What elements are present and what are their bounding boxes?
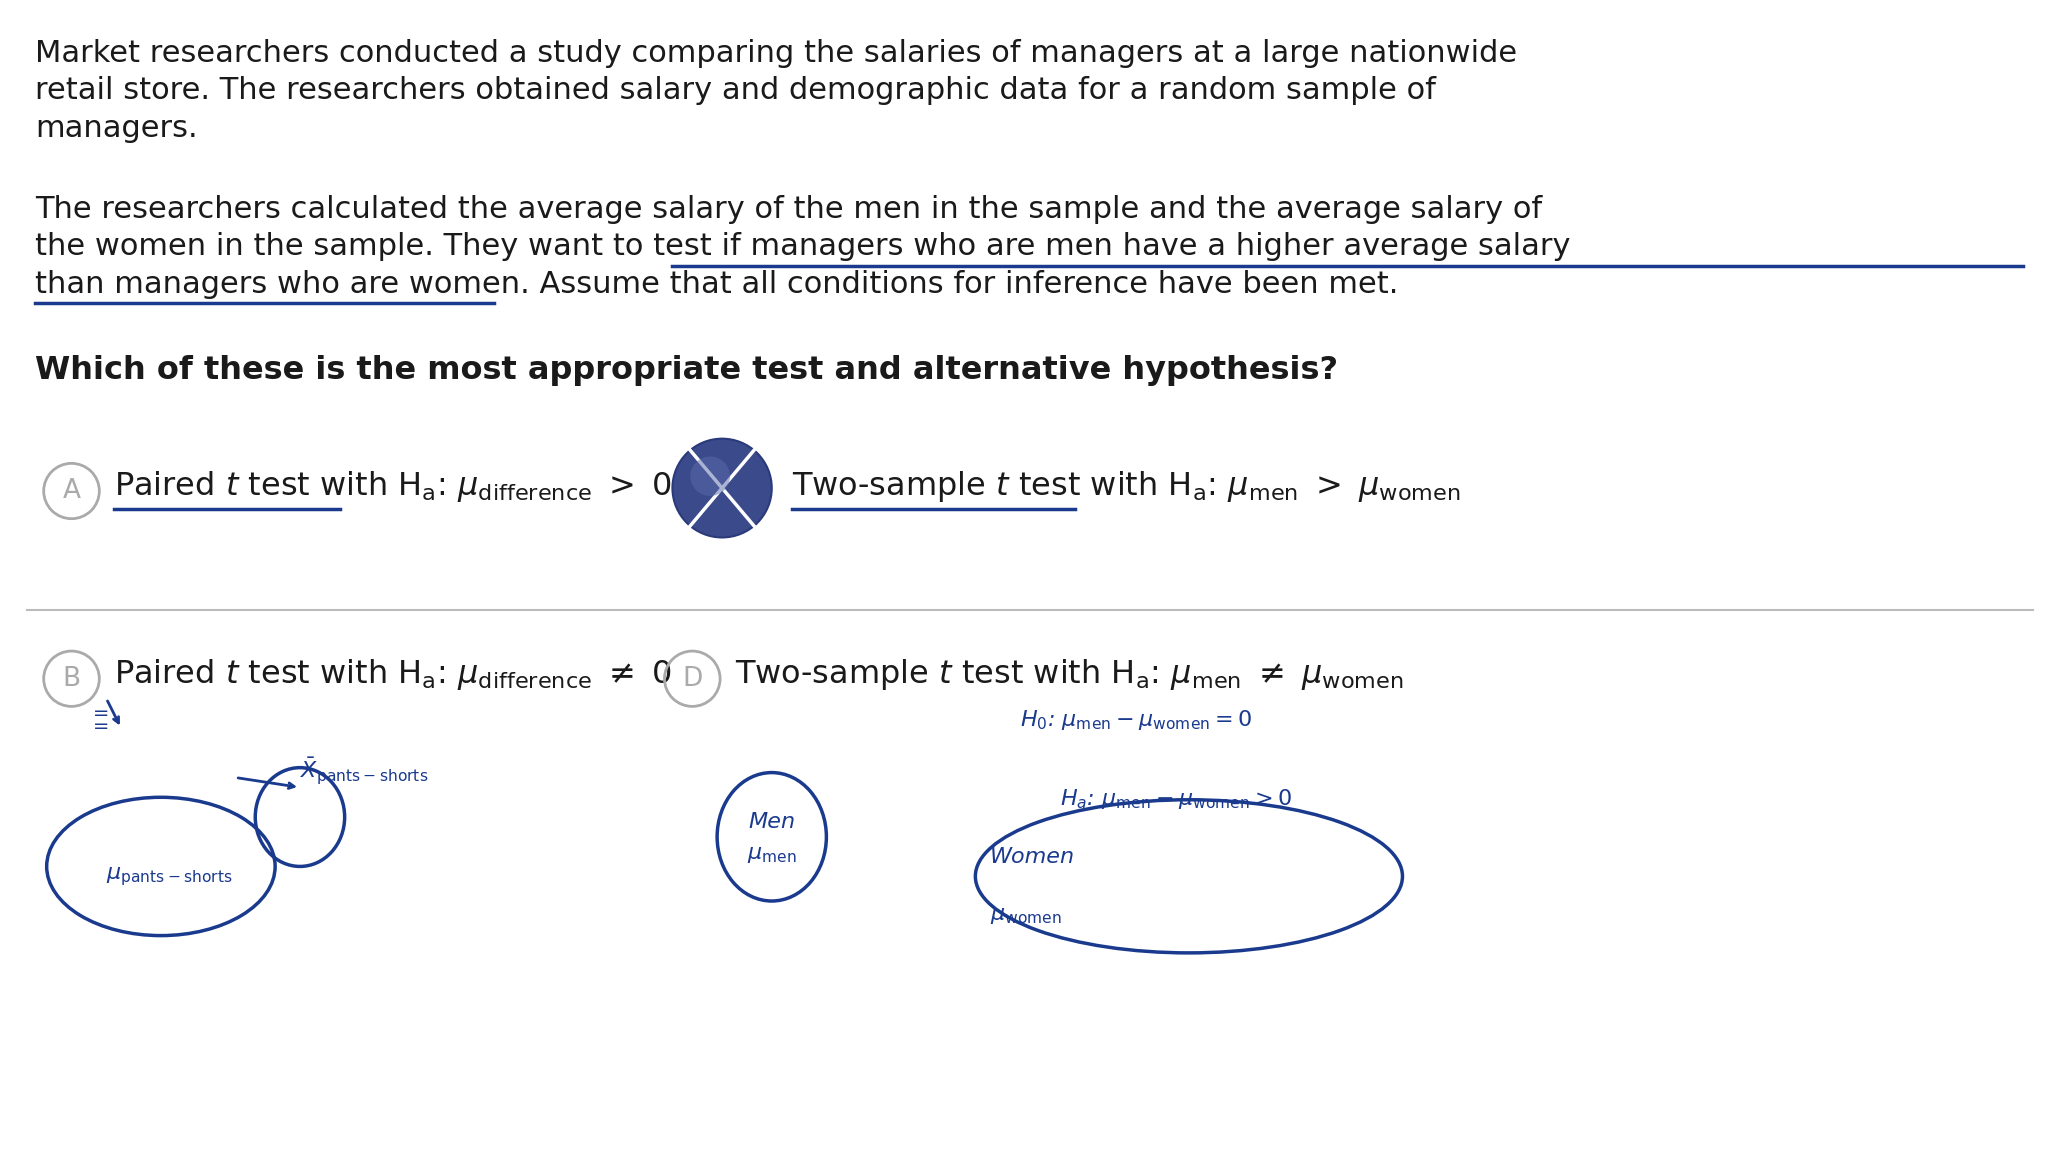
Text: $\mu_{\mathrm{pants - shorts}}$: $\mu_{\mathrm{pants - shorts}}$ — [107, 865, 233, 888]
Text: the women in the sample. They want to test if managers who are men have a higher: the women in the sample. They want to te… — [35, 232, 1570, 261]
Circle shape — [690, 457, 729, 496]
Text: B: B — [62, 666, 80, 692]
Text: A: A — [62, 478, 80, 504]
Text: Two-sample $\mathit{t}$ test with $\mathrm{H}_\mathrm{a}$: $\mu_{\mathrm{men}}$ : Two-sample $\mathit{t}$ test with $\math… — [791, 469, 1461, 505]
Text: $\bar{X}_{\mathrm{pants-shorts}}$: $\bar{X}_{\mathrm{pants-shorts}}$ — [301, 756, 428, 787]
Text: D: D — [682, 666, 702, 692]
Text: Market researchers conducted a study comparing the salaries of managers at a lar: Market researchers conducted a study com… — [35, 39, 1516, 68]
Text: Two-sample $\mathit{t}$ test with $\mathrm{H}_\mathrm{a}$: $\mu_{\mathrm{men}}$ : Two-sample $\mathit{t}$ test with $\math… — [735, 657, 1403, 692]
Text: Men: Men — [748, 812, 795, 831]
Text: $\mu_{\mathrm{men}}$: $\mu_{\mathrm{men}}$ — [748, 844, 797, 865]
Text: =: = — [93, 704, 109, 723]
Text: The researchers calculated the average salary of the men in the sample and the a: The researchers calculated the average s… — [35, 194, 1541, 223]
Text: Paired $\mathit{t}$ test with $\mathrm{H}_\mathrm{a}$: $\mu_{\mathrm{difference}: Paired $\mathit{t}$ test with $\mathrm{H… — [113, 657, 672, 692]
Text: Which of these is the most appropriate test and alternative hypothesis?: Which of these is the most appropriate t… — [35, 354, 1337, 385]
Text: =: = — [93, 716, 109, 736]
Text: managers.: managers. — [35, 114, 198, 143]
Text: $H_a$: $\mu_{\mathrm{men}} - \mu_{\mathrm{women}} > 0$: $H_a$: $\mu_{\mathrm{men}} - \mu_{\mathr… — [1059, 788, 1292, 812]
Text: $\mu_{\mathrm{women}}$: $\mu_{\mathrm{women}}$ — [991, 906, 1063, 926]
Text: $H_0$: $\mu_{\mathrm{men}} - \mu_{\mathrm{women}} = 0$: $H_0$: $\mu_{\mathrm{men}} - \mu_{\mathr… — [1020, 708, 1252, 733]
Text: than managers who are women. Assume that all conditions for inference have been : than managers who are women. Assume that… — [35, 270, 1399, 299]
Text: Women: Women — [991, 846, 1075, 867]
Text: retail store. The researchers obtained salary and demographic data for a random : retail store. The researchers obtained s… — [35, 76, 1436, 105]
Text: Paired $\mathit{t}$ test with $\mathrm{H}_\mathrm{a}$: $\mu_{\mathrm{difference}: Paired $\mathit{t}$ test with $\mathrm{H… — [113, 469, 672, 505]
Circle shape — [672, 438, 772, 537]
